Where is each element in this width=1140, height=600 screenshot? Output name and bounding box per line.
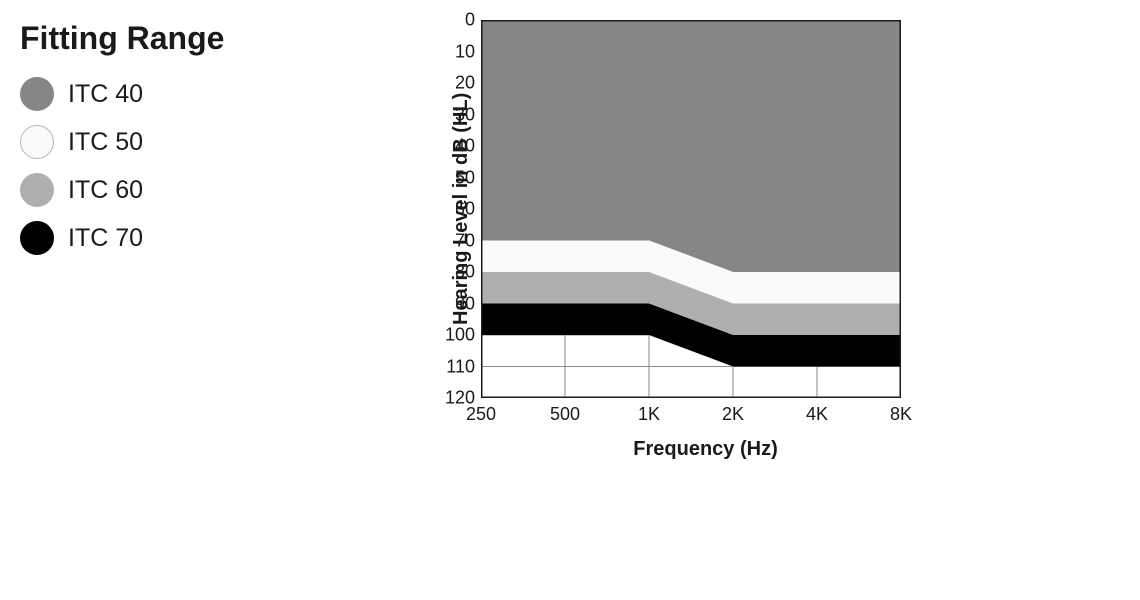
legend-swatch [20, 173, 54, 207]
y-tick-label: 50 [455, 167, 475, 188]
x-tick-label: 4K [806, 404, 828, 425]
x-tick-label: 8K [890, 404, 912, 425]
legend-item: ITC 70 [20, 221, 420, 255]
x-tick-label: 1K [638, 404, 660, 425]
legend-items: ITC 40 ITC 50 ITC 60 ITC 70 [20, 77, 420, 255]
legend-item-label: ITC 70 [68, 224, 143, 253]
legend-item-label: ITC 60 [68, 176, 143, 205]
y-tick-label: 80 [455, 262, 475, 283]
legend-swatch [20, 77, 54, 111]
legend-item: ITC 50 [20, 125, 420, 159]
y-tick-label: 30 [455, 104, 475, 125]
legend-item: ITC 40 [20, 77, 420, 111]
y-tick-label: 70 [455, 230, 475, 251]
y-tick-label: 60 [455, 199, 475, 220]
plot-container: 01020304050607080901001101202505001K2K4K… [481, 20, 901, 398]
chart-section: Hearing Level in dB (HL) 010203040506070… [450, 20, 901, 580]
x-axis-label: Frequency (Hz) [510, 438, 901, 461]
y-tick-label: 110 [446, 356, 475, 377]
legend-swatch [20, 221, 54, 255]
legend-swatch [20, 125, 54, 159]
legend-section: Fitting Range ITC 40 ITC 50 ITC 60 ITC 70 [20, 20, 420, 580]
x-tick-label: 500 [550, 404, 580, 425]
chart-wrapper: Hearing Level in dB (HL) 010203040506070… [450, 20, 901, 398]
y-tick-label: 40 [455, 136, 475, 157]
series-band [481, 20, 901, 272]
x-tick-label: 2K [722, 404, 744, 425]
legend-item: ITC 60 [20, 173, 420, 207]
y-tick-label: 90 [455, 293, 475, 314]
legend-title: Fitting Range [20, 20, 420, 57]
y-tick-label: 10 [455, 41, 475, 62]
y-tick-label: 0 [465, 10, 475, 31]
y-tick-label: 20 [455, 73, 475, 94]
legend-item-label: ITC 40 [68, 80, 143, 109]
y-tick-label: 100 [445, 325, 475, 346]
x-tick-label: 250 [466, 404, 496, 425]
legend-item-label: ITC 50 [68, 128, 143, 157]
